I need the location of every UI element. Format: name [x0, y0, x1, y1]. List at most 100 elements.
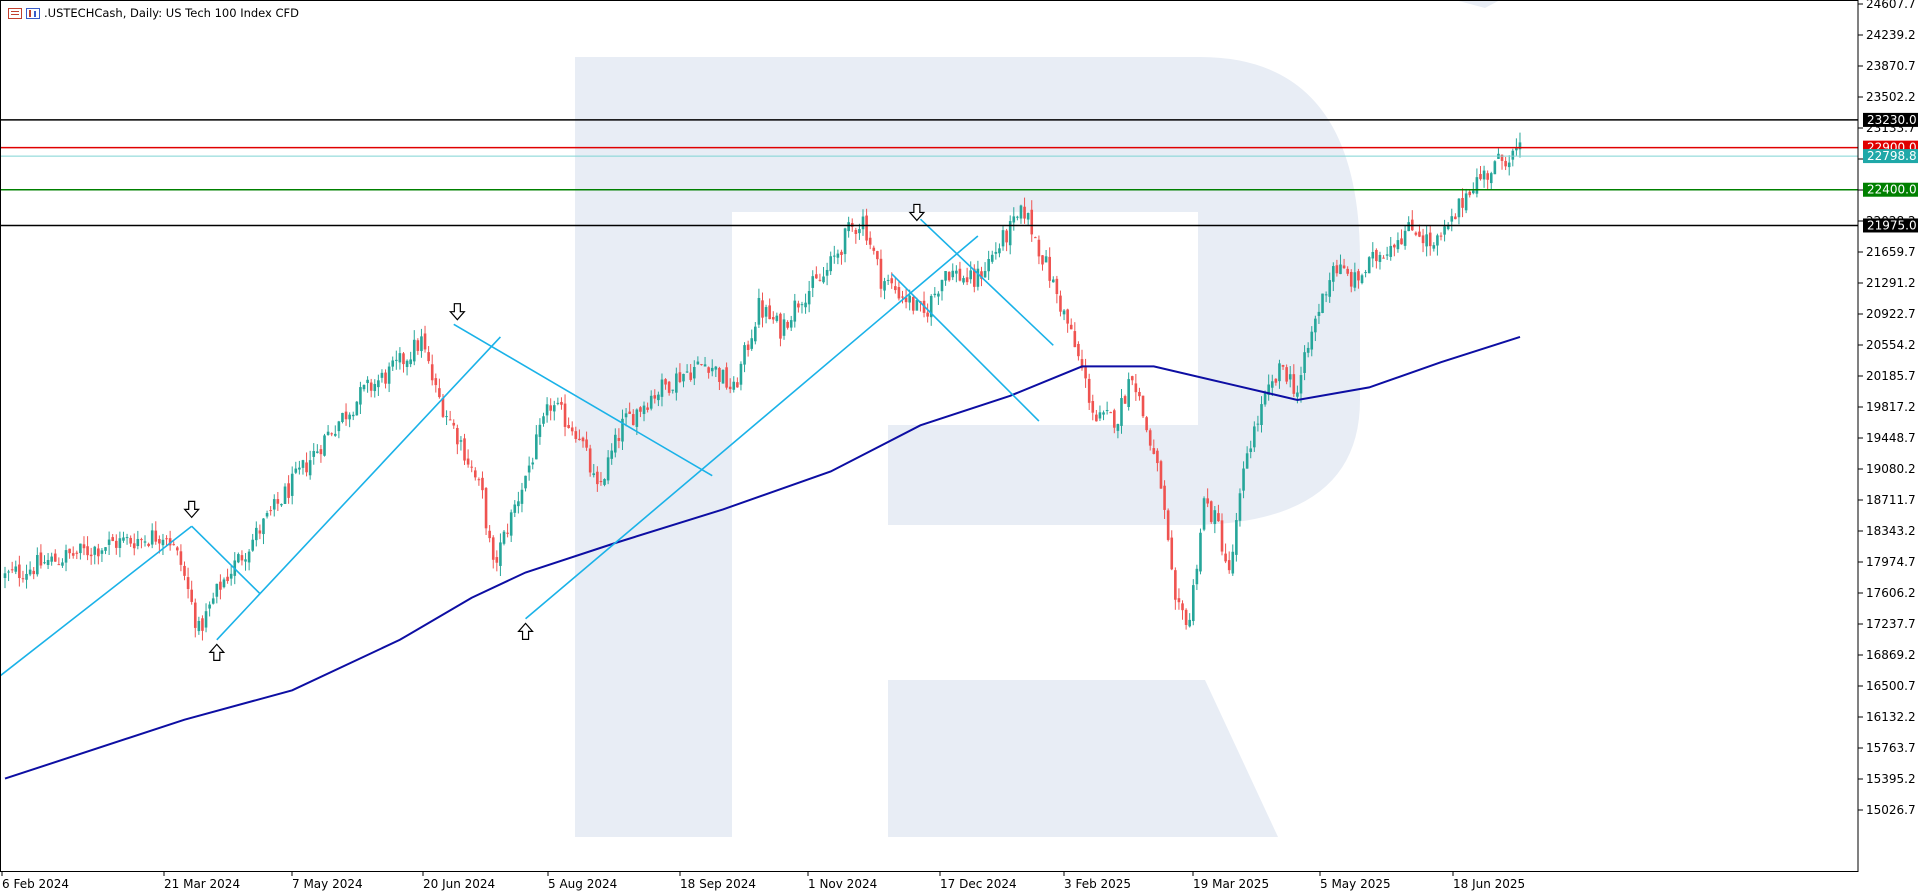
candle-body: [779, 313, 782, 339]
candle: [1166, 508, 1170, 542]
candle: [535, 425, 538, 460]
candle-body: [82, 544, 86, 549]
y-tick-label: 20922.7: [1866, 307, 1916, 321]
bar-chart-icon[interactable]: [8, 7, 22, 19]
watermark-shape: [1455, 0, 1500, 8]
candle: [377, 374, 380, 396]
candle: [786, 320, 789, 330]
candle-body: [1102, 412, 1105, 415]
candle: [955, 265, 958, 283]
candle: [1270, 374, 1274, 397]
candle: [1016, 215, 1019, 221]
candle-body: [520, 489, 524, 504]
candle: [1037, 235, 1041, 265]
candle-body: [161, 539, 165, 546]
candle: [104, 547, 107, 555]
candle-body: [908, 295, 911, 303]
candle: [707, 366, 710, 379]
trendline: [0, 525, 193, 677]
candle-body: [165, 538, 168, 540]
candle-body: [1375, 249, 1378, 262]
candle: [1209, 500, 1213, 524]
x-tick-label: 6 Feb 2024: [2, 877, 69, 891]
candle: [983, 262, 987, 278]
arrow-up-marker: [517, 622, 534, 640]
candle-body: [283, 486, 287, 504]
candle-body: [657, 394, 660, 401]
candle: [1113, 408, 1116, 434]
candle: [685, 364, 689, 374]
candle: [308, 450, 312, 480]
candle-body: [1224, 553, 1227, 562]
candle: [509, 509, 513, 542]
candle: [129, 535, 132, 547]
candle: [886, 274, 890, 285]
candle: [578, 429, 581, 441]
candle-body: [947, 271, 951, 281]
candle: [445, 410, 448, 426]
candle-body: [692, 367, 696, 379]
candle-body: [107, 539, 111, 545]
candle-body: [150, 530, 154, 545]
candle-body: [484, 488, 488, 529]
candle-body: [560, 401, 563, 405]
candle-body: [940, 279, 944, 292]
candle-body: [1324, 294, 1328, 296]
candle: [1206, 488, 1209, 508]
candle-body: [197, 620, 201, 632]
candle-body: [750, 338, 754, 349]
candle-body: [675, 373, 678, 393]
candle: [1238, 488, 1242, 527]
candle-body: [631, 414, 635, 426]
candle: [865, 208, 868, 246]
candle: [1436, 233, 1439, 256]
candle: [276, 491, 280, 511]
candle: [10, 561, 14, 574]
candle-body: [420, 336, 423, 352]
candle-body: [1005, 230, 1008, 243]
candle-body: [858, 229, 861, 234]
candle-body: [1357, 271, 1360, 281]
y-tick-label: 17237.7: [1866, 617, 1916, 631]
trendline: [919, 218, 1054, 346]
candle-body: [563, 403, 567, 427]
candle: [872, 245, 876, 255]
candle: [466, 449, 470, 468]
candle: [624, 408, 628, 427]
candle-body: [707, 367, 710, 373]
candle-body: [1274, 378, 1278, 383]
candle: [998, 243, 1001, 258]
candle: [1123, 394, 1127, 404]
candle: [481, 471, 484, 499]
candle-body: [423, 333, 427, 350]
candle: [473, 467, 477, 481]
candle: [714, 365, 718, 378]
candle-body: [416, 340, 420, 351]
candle: [771, 311, 775, 324]
candle: [161, 533, 165, 556]
candle: [1220, 513, 1224, 556]
candle-body: [592, 473, 596, 476]
candle: [1468, 189, 1472, 198]
candle: [1224, 543, 1227, 564]
trendline: [191, 525, 261, 595]
candle-chart-icon[interactable]: [26, 7, 40, 19]
candle: [973, 264, 976, 293]
trendline: [525, 235, 979, 620]
candle-body: [1360, 275, 1364, 284]
levels: [1, 119, 1858, 227]
candle-body: [1206, 498, 1209, 504]
candle: [222, 577, 226, 589]
candle-body: [1443, 226, 1446, 235]
candle-body: [987, 258, 990, 272]
candle: [287, 475, 290, 504]
candle-body: [477, 479, 481, 481]
candle: [82, 536, 86, 556]
level-label: 22400.0: [1867, 183, 1917, 197]
candle: [1170, 530, 1174, 571]
candle: [46, 553, 50, 570]
candle-body: [797, 303, 800, 308]
candle-body: [1303, 352, 1306, 373]
candle: [1346, 266, 1349, 277]
